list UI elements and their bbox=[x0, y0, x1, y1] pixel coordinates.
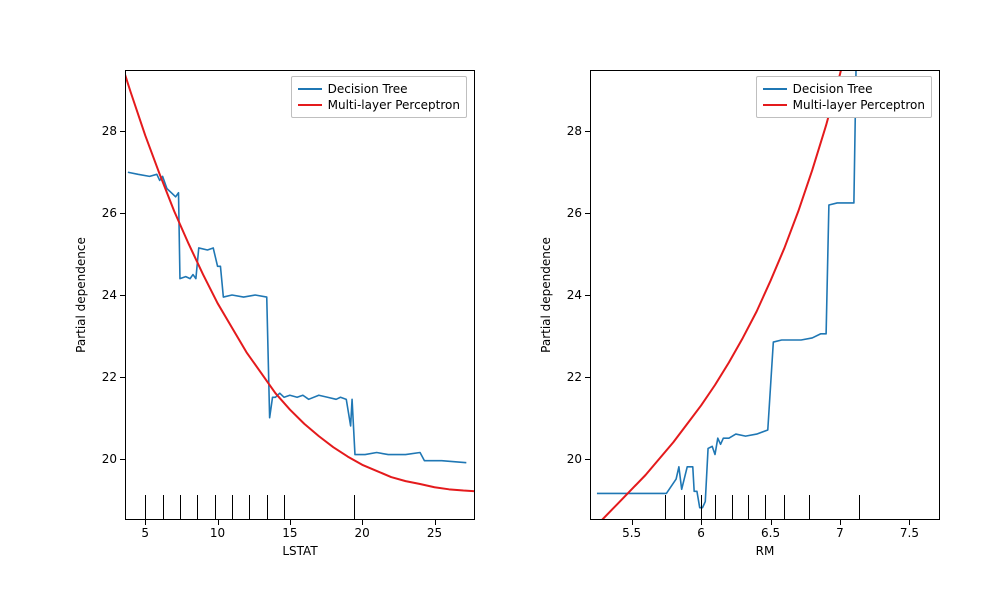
y-tick-label: 22 bbox=[567, 370, 582, 384]
rug-tick bbox=[684, 495, 685, 520]
x-axis-label: RM bbox=[756, 544, 775, 558]
y-axis-label: Partial dependence bbox=[539, 237, 553, 353]
x-tick-label: 10 bbox=[210, 526, 225, 540]
legend-label: Decision Tree bbox=[793, 81, 873, 97]
rug-tick bbox=[284, 495, 285, 520]
y-tick-mark bbox=[585, 213, 590, 214]
legend-item: Decision Tree bbox=[298, 81, 460, 97]
y-tick-label: 28 bbox=[567, 124, 582, 138]
rug-tick bbox=[163, 495, 164, 520]
rug-tick bbox=[732, 495, 733, 520]
rug-tick bbox=[859, 495, 860, 520]
legend: Decision TreeMulti-layer Perceptron bbox=[291, 76, 467, 118]
x-tick-mark bbox=[145, 520, 146, 525]
rug-tick bbox=[145, 495, 146, 520]
y-tick-mark bbox=[120, 295, 125, 296]
x-tick-label: 7.5 bbox=[900, 526, 919, 540]
x-tick-label: 5 bbox=[141, 526, 149, 540]
x-tick-mark bbox=[632, 520, 633, 525]
legend-swatch bbox=[763, 88, 787, 90]
y-tick-label: 22 bbox=[102, 370, 117, 384]
x-tick-mark bbox=[435, 520, 436, 525]
y-tick-mark bbox=[120, 459, 125, 460]
y-tick-mark bbox=[585, 377, 590, 378]
plot-area bbox=[125, 70, 475, 520]
rug-tick bbox=[232, 495, 233, 520]
figure: 5 10 15 20 25 20 22 24 26 28 LSTAT Partial dependen… bbox=[0, 0, 1000, 600]
y-tick-mark bbox=[585, 131, 590, 132]
legend: Decision TreeMulti-layer Perceptron bbox=[756, 76, 932, 118]
x-tick-label: 6 bbox=[697, 526, 705, 540]
rug-tick bbox=[701, 495, 702, 520]
legend-item: Multi-layer Perceptron bbox=[763, 97, 925, 113]
rug-tick bbox=[809, 495, 810, 520]
y-tick-mark bbox=[120, 131, 125, 132]
axes-left: 5101520252022242628LSTATPartial dependen… bbox=[125, 70, 475, 520]
x-tick-mark bbox=[290, 520, 291, 525]
rug-tick bbox=[748, 495, 749, 520]
x-tick-label: 7 bbox=[836, 526, 844, 540]
x-axis-label: LSTAT bbox=[282, 544, 317, 558]
y-tick-mark bbox=[585, 295, 590, 296]
series-line bbox=[128, 172, 466, 462]
rug-tick bbox=[784, 495, 785, 520]
rug-tick bbox=[765, 495, 766, 520]
legend-swatch bbox=[763, 104, 787, 106]
x-tick-mark bbox=[909, 520, 910, 525]
legend-item: Multi-layer Perceptron bbox=[298, 97, 460, 113]
y-tick-label: 20 bbox=[102, 452, 117, 466]
rug-tick bbox=[267, 495, 268, 520]
rug-tick bbox=[665, 495, 666, 520]
y-tick-label: 24 bbox=[567, 288, 582, 302]
legend-label: Decision Tree bbox=[328, 81, 408, 97]
rug-tick bbox=[354, 495, 355, 520]
legend-label: Multi-layer Perceptron bbox=[793, 97, 925, 113]
y-tick-label: 24 bbox=[102, 288, 117, 302]
x-tick-mark bbox=[840, 520, 841, 525]
y-tick-mark bbox=[120, 377, 125, 378]
y-tick-label: 20 bbox=[567, 452, 582, 466]
rug-tick bbox=[715, 495, 716, 520]
legend-swatch bbox=[298, 88, 322, 90]
x-tick-mark bbox=[771, 520, 772, 525]
rug-tick bbox=[180, 495, 181, 520]
y-tick-mark bbox=[120, 213, 125, 214]
y-tick-label: 28 bbox=[102, 124, 117, 138]
x-tick-mark bbox=[362, 520, 363, 525]
x-tick-mark bbox=[218, 520, 219, 525]
legend-item: Decision Tree bbox=[763, 81, 925, 97]
x-tick-label: 15 bbox=[282, 526, 297, 540]
legend-swatch bbox=[298, 104, 322, 106]
x-tick-label: 5.5 bbox=[622, 526, 641, 540]
x-tick-mark bbox=[701, 520, 702, 525]
rug-tick bbox=[215, 495, 216, 520]
series-line bbox=[102, 0, 478, 491]
x-tick-label: 25 bbox=[427, 526, 442, 540]
y-tick-mark bbox=[585, 459, 590, 460]
x-tick-label: 20 bbox=[355, 526, 370, 540]
y-axis-label: Partial dependence bbox=[74, 237, 88, 353]
rug-tick bbox=[249, 495, 250, 520]
axes-right: 5.566.577.52022242628RMPartial dependenc… bbox=[590, 70, 940, 520]
legend-label: Multi-layer Perceptron bbox=[328, 97, 460, 113]
rug-tick bbox=[197, 495, 198, 520]
plot-area bbox=[590, 70, 940, 520]
x-tick-label: 6.5 bbox=[761, 526, 780, 540]
y-tick-label: 26 bbox=[102, 206, 117, 220]
y-tick-label: 26 bbox=[567, 206, 582, 220]
